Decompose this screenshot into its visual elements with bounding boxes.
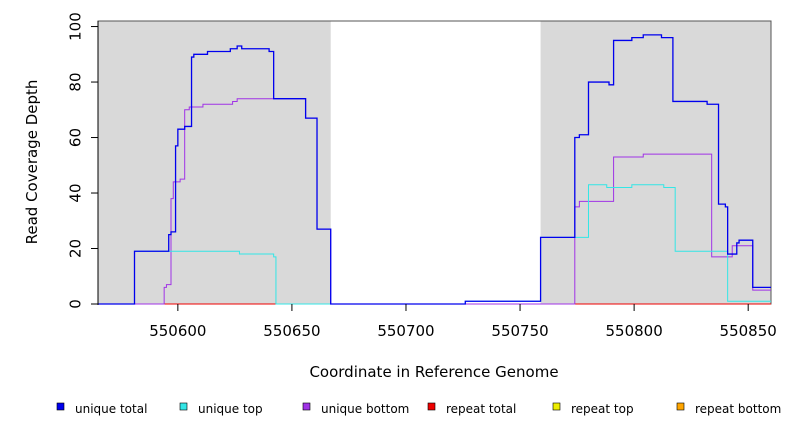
legend-swatch-unique-bottom — [302, 402, 311, 411]
x-axis-title: Coordinate in Reference Genome — [309, 363, 558, 381]
y-tick-label-20: 20 — [67, 239, 85, 258]
legend-label-repeat-total: repeat total — [446, 402, 516, 416]
shaded-regions — [98, 21, 771, 304]
legend-swatch-repeat-top — [552, 402, 561, 411]
series-unique-top — [98, 184, 771, 305]
y-tick-label-40: 40 — [67, 183, 85, 202]
x-tick-label-550600: 550600 — [149, 322, 206, 340]
y-tick-label-60: 60 — [67, 128, 85, 147]
x-tick-label-550850: 550850 — [720, 322, 777, 340]
series-unique-total — [98, 34, 771, 305]
legend-swatch-repeat-total — [427, 402, 436, 411]
legend: unique total unique top unique bottom repea… — [56, 402, 781, 416]
y-tick-label-100: 100 — [67, 12, 85, 41]
y-axis-title: Read Coverage Depth — [23, 80, 41, 245]
shaded-region-1 — [98, 21, 331, 304]
legend-label-unique-bottom: unique bottom — [321, 402, 409, 416]
legend-swatch-unique-total — [56, 402, 65, 411]
legend-label-unique-top: unique top — [198, 402, 263, 416]
y-tick-label-0: 0 — [67, 299, 85, 309]
legend-swatch-unique-top — [179, 402, 188, 411]
x-tick-label-550750: 550750 — [491, 322, 548, 340]
x-tick-label-550800: 550800 — [605, 322, 662, 340]
legend-label-repeat-bottom: repeat bottom — [695, 402, 781, 416]
x-tick-label-550650: 550650 — [263, 322, 320, 340]
series-layer — [98, 34, 771, 305]
x-tick-label-550700: 550700 — [377, 322, 434, 340]
legend-swatch-repeat-bottom — [676, 402, 685, 411]
axes: 0 20 40 60 80 100 550600 550650 550700 550750 5508… — [67, 12, 777, 340]
y-tick-label-80: 80 — [67, 72, 85, 91]
legend-label-unique-total: unique total — [75, 402, 147, 416]
legend-label-repeat-top: repeat top — [571, 402, 634, 416]
